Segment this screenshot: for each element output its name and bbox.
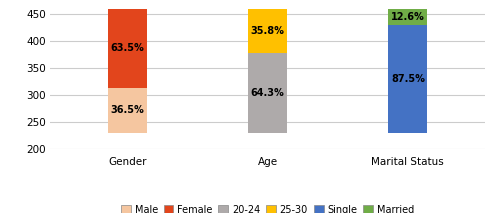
Bar <box>248 9 287 53</box>
Bar <box>248 53 287 133</box>
Text: 87.5%: 87.5% <box>391 74 425 84</box>
Text: 64.3%: 64.3% <box>250 88 284 98</box>
Text: 63.5%: 63.5% <box>110 43 144 53</box>
Text: 12.6%: 12.6% <box>391 12 424 22</box>
Legend: Male, Female, 20-24, 25-30, Single, Married: Male, Female, 20-24, 25-30, Single, Marr… <box>117 201 418 213</box>
Bar <box>388 24 428 133</box>
Bar <box>108 9 147 88</box>
Text: 35.8%: 35.8% <box>250 26 284 36</box>
Bar <box>108 88 147 133</box>
Text: 36.5%: 36.5% <box>110 105 144 115</box>
Bar <box>388 9 428 24</box>
